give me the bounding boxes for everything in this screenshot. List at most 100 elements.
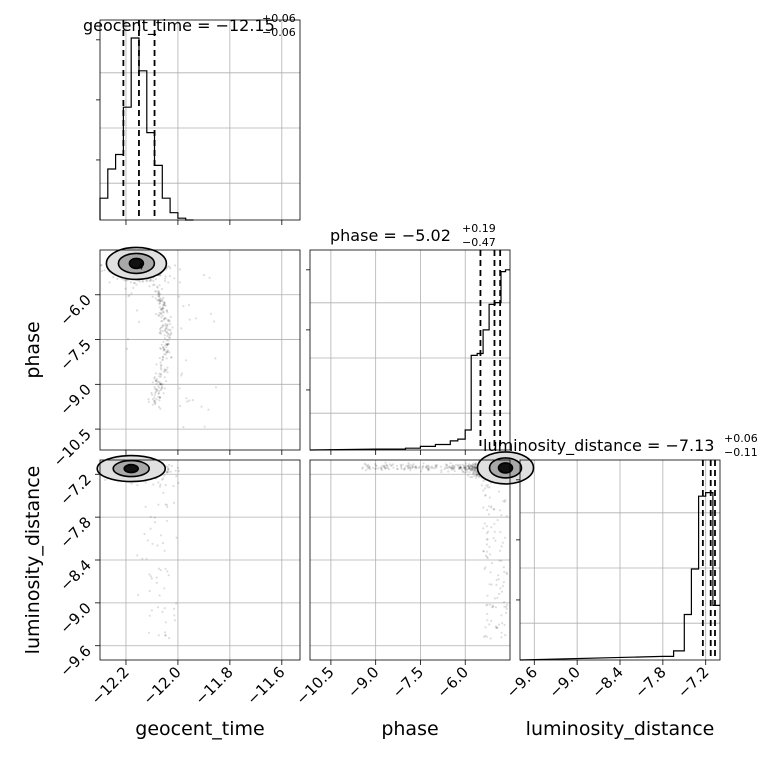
scatter-point — [503, 601, 506, 604]
scatter-point — [427, 466, 430, 469]
scatter-point — [209, 312, 213, 315]
scatter-point — [157, 392, 160, 395]
scatter-point — [163, 387, 166, 390]
scatter-point — [457, 467, 461, 470]
scatter-point — [473, 468, 476, 471]
scatter-point — [396, 468, 399, 471]
title-luminosity_distance: luminosity_distance = −7.13 — [483, 436, 714, 456]
scatter-point — [182, 305, 185, 308]
scatter-point — [503, 500, 506, 503]
scatter-point — [478, 475, 481, 478]
scatter-point — [163, 301, 166, 304]
scatter-point — [486, 550, 489, 553]
scatter-point — [167, 339, 170, 342]
scatter-point — [475, 473, 478, 476]
scatter-point — [502, 581, 505, 584]
scatter-point — [367, 463, 370, 466]
x-tick-label: −11.8 — [191, 663, 236, 708]
scatter-point — [100, 269, 104, 273]
scatter-point — [157, 385, 160, 388]
scatter-point — [154, 297, 157, 300]
scatter-point — [364, 463, 367, 466]
histograms — [99, 37, 720, 661]
scatter-point — [163, 587, 166, 590]
scatter-point — [157, 291, 160, 294]
scatter-point — [167, 342, 170, 346]
scatter-point — [467, 465, 471, 468]
scatter-point — [490, 619, 493, 623]
ylabel-luminosity_distance: luminosity_distance — [22, 466, 44, 655]
scatter-point — [182, 426, 185, 429]
scatter-point — [480, 484, 483, 487]
scatter-point — [368, 466, 371, 469]
scatter-point — [503, 605, 506, 608]
scatter-point — [176, 466, 179, 469]
scatter-point — [168, 336, 171, 339]
xlabel-luminosity_distance: luminosity_distance — [526, 718, 715, 740]
scatter-point — [153, 377, 156, 380]
contours: 4 — [96, 246, 535, 485]
scatter-point — [395, 464, 398, 467]
scatter-point — [487, 513, 490, 516]
scatter-point — [384, 467, 387, 470]
scatter-point — [470, 465, 473, 468]
scatter-point — [392, 463, 395, 466]
scatter-point — [164, 329, 167, 332]
scatter-point — [465, 468, 468, 471]
scatter-point — [164, 353, 167, 356]
scatter-point — [453, 469, 456, 473]
scatter-point — [497, 578, 500, 581]
scatter-point — [471, 466, 474, 469]
scatter-point — [474, 466, 477, 469]
scatter-point — [175, 475, 178, 478]
scatter-point — [153, 394, 156, 397]
scatter-point — [161, 324, 164, 327]
y-tick-label: −7.2 — [56, 470, 94, 508]
scatter-point — [155, 388, 158, 391]
scatter-point — [472, 471, 475, 474]
scatter-point — [468, 463, 471, 466]
scatter-point — [500, 614, 503, 617]
scatter-point — [474, 462, 477, 466]
y-tick-label: −7.8 — [56, 513, 94, 551]
scatter-point — [166, 328, 169, 331]
scatter-point — [136, 484, 139, 487]
scatter-point — [383, 464, 386, 467]
scatter-point — [483, 522, 486, 525]
scatter-point — [474, 463, 478, 466]
scatter-point — [166, 469, 169, 472]
grid-lines — [100, 20, 720, 660]
scatter-point — [180, 372, 184, 375]
scatter-point — [159, 312, 163, 316]
scatter-point — [161, 345, 165, 349]
scatter-point — [446, 463, 449, 466]
scatter-point — [451, 466, 454, 469]
scatter-point — [214, 386, 218, 389]
scatter-point — [155, 382, 158, 385]
scatter-point — [467, 467, 470, 470]
scatter-point — [482, 479, 485, 482]
scatter-point — [499, 531, 502, 534]
scatter-point — [469, 476, 472, 479]
scatter-point — [124, 279, 127, 282]
scatter-point — [161, 330, 164, 333]
scatter-point — [161, 359, 164, 362]
scatter-point — [159, 407, 162, 410]
scatter-point — [159, 347, 162, 350]
scatter-point — [166, 342, 169, 345]
scatter-point — [427, 468, 430, 471]
scatter-point — [472, 468, 475, 471]
scatter-point — [453, 465, 456, 469]
scatter-point — [157, 290, 160, 294]
title-luminosity_distance-text: luminosity_distance = — [483, 436, 665, 456]
scatter-point — [165, 331, 168, 334]
scatter-point — [126, 338, 130, 341]
scatter-point — [461, 468, 464, 471]
scatter-point — [502, 566, 505, 569]
scatter-point — [475, 474, 478, 477]
scatter-point — [486, 603, 489, 606]
scatter-point — [453, 465, 456, 468]
scatter-point — [159, 569, 162, 572]
scatter-point — [457, 463, 460, 466]
scatter-point — [168, 274, 171, 278]
